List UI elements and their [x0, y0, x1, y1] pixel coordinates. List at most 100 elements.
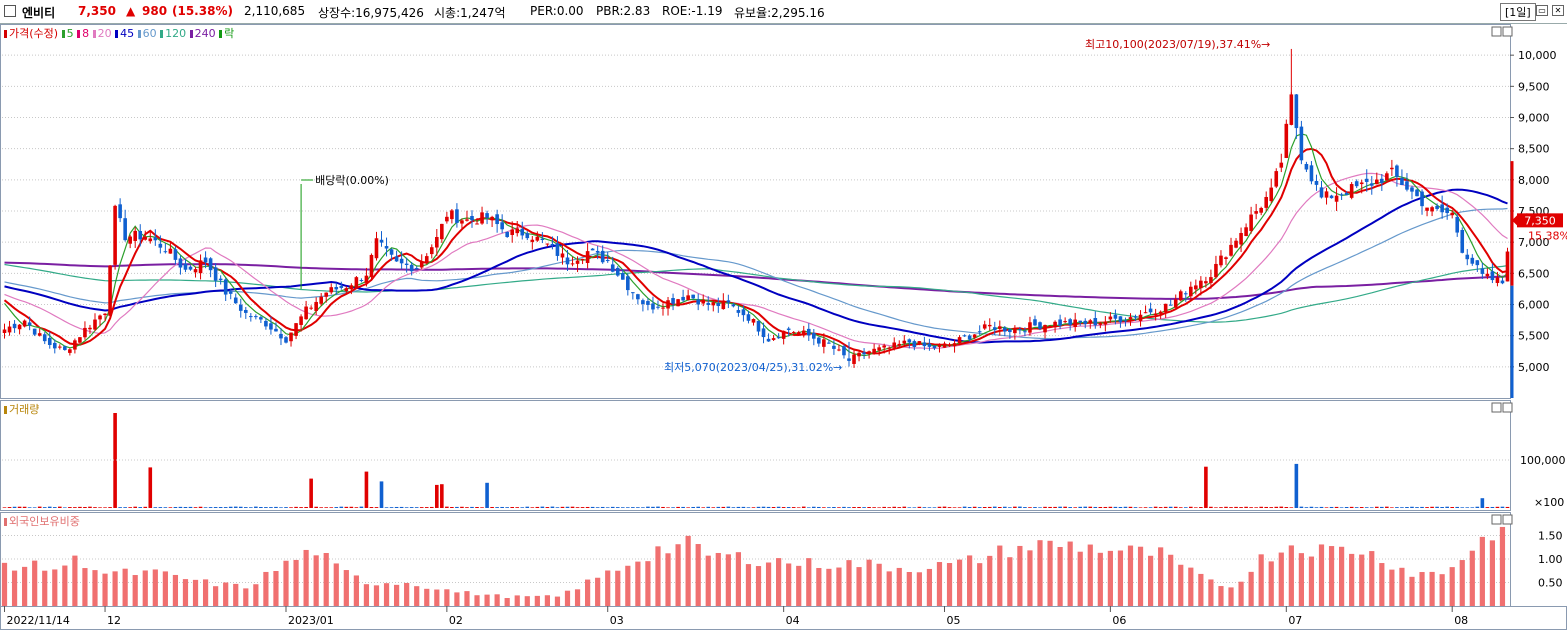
volume-bar	[781, 507, 786, 508]
candle-body	[867, 351, 871, 354]
volume-bar	[867, 507, 871, 508]
candle-body	[832, 345, 836, 349]
price-candle	[22, 319, 27, 328]
candle-body	[1505, 251, 1510, 282]
volume-bar	[1168, 506, 1173, 508]
candle-body	[32, 328, 37, 335]
foreign-ratio-bar	[916, 572, 922, 606]
foreign-ratio-bar	[544, 595, 550, 606]
candle-body	[1224, 257, 1228, 259]
candle-body	[1380, 178, 1384, 183]
price-candle	[1013, 325, 1017, 340]
x-axis-label: 06	[1112, 614, 1126, 627]
price-candle	[349, 283, 354, 295]
legend-item: 5	[61, 27, 74, 40]
price-candle	[756, 320, 761, 336]
volume-bar	[1249, 507, 1253, 508]
volume-panel-frame	[0, 400, 1511, 511]
volume-bar	[419, 507, 424, 508]
volume-bar	[696, 506, 700, 508]
price-candle	[600, 245, 605, 264]
foreign-ratio-bar	[243, 588, 249, 606]
candle-body	[892, 342, 897, 348]
candle-body	[565, 257, 570, 265]
price-candle	[1053, 320, 1057, 333]
foreign-ratio-bar	[1218, 586, 1224, 606]
price-candle	[1219, 250, 1223, 268]
price-candle	[887, 346, 892, 355]
volume-bar	[198, 506, 203, 508]
price-candle	[796, 330, 801, 335]
price-candle	[942, 341, 947, 348]
foreign-ratio-bar	[1459, 560, 1465, 606]
volume-bar	[937, 506, 942, 508]
x-axis-label: 02	[449, 614, 463, 627]
volume-bar	[213, 507, 218, 508]
volume-bar	[912, 507, 917, 508]
price-candle	[842, 344, 846, 359]
candle-body	[113, 205, 117, 265]
volume-bar	[1128, 506, 1133, 508]
foreign-ratio-bar	[1117, 550, 1124, 606]
candle-body	[1088, 320, 1093, 324]
price-candle	[374, 231, 379, 261]
foreign-ratio-bar	[806, 558, 812, 606]
candle-body	[1279, 162, 1284, 168]
x-axis-label: 2023/01	[288, 614, 334, 627]
price-candle	[827, 339, 831, 344]
price-candle	[1168, 299, 1173, 306]
price-candle	[419, 254, 424, 270]
legend-item: 8	[77, 27, 89, 40]
price-candle	[540, 232, 545, 244]
market-cap: 시총:1,247억	[434, 6, 506, 20]
price-candle	[520, 221, 525, 240]
foreign-ratio-bar	[675, 544, 681, 606]
volume-bar	[98, 507, 102, 508]
candle-body	[615, 267, 620, 276]
window-restore-icon[interactable]: ▭	[1536, 5, 1548, 16]
price-candle	[902, 335, 907, 347]
candle-body	[1254, 211, 1258, 214]
stock-chart[interactable]: 10,0009,5009,0008,5008,0007,5007,0006,50…	[0, 24, 1567, 630]
price-candle	[1334, 187, 1339, 211]
candle-body	[842, 346, 846, 356]
candle-body	[88, 327, 92, 330]
select-checkbox[interactable]	[4, 5, 16, 17]
price-candle	[1324, 187, 1329, 205]
volume-bar	[1390, 507, 1394, 508]
price-tick-label: 8,000	[1518, 174, 1550, 187]
candle-body	[706, 302, 711, 305]
candle-body	[22, 320, 27, 327]
candle-body	[696, 299, 700, 305]
price-candle	[565, 250, 570, 272]
price-candle	[620, 269, 625, 280]
candle-body	[98, 315, 102, 320]
foreign-ratio-bar	[977, 563, 983, 606]
candle-body	[766, 338, 771, 342]
window-close-icon[interactable]: ✕	[1552, 5, 1564, 16]
price-candle	[1249, 206, 1253, 234]
volume-bar	[1475, 506, 1480, 508]
volume-bar	[299, 507, 303, 508]
candle-body	[1078, 320, 1083, 323]
volume-bar	[465, 507, 469, 508]
volume-bar	[1304, 507, 1309, 508]
foreign-ratio-bar	[142, 570, 148, 606]
candle-body	[837, 349, 841, 351]
candle-body	[937, 344, 942, 347]
price-candle	[1354, 179, 1359, 189]
price-candle	[1173, 294, 1178, 309]
price-candle	[12, 320, 17, 333]
foreign-ratio-bar	[665, 553, 671, 606]
volume-bar	[108, 507, 112, 508]
volume-bar	[1465, 507, 1470, 508]
price-candle	[897, 340, 902, 349]
foreign-ratio-bar	[1258, 554, 1264, 606]
volume-bar	[495, 507, 499, 508]
candle-body	[399, 258, 404, 264]
timeframe-selector[interactable]: [1일]	[1500, 3, 1536, 21]
foreign-ratio-bar	[1158, 547, 1164, 606]
volume-bar	[706, 506, 711, 508]
volume-bar	[249, 507, 253, 508]
volume-bar	[1319, 506, 1324, 508]
